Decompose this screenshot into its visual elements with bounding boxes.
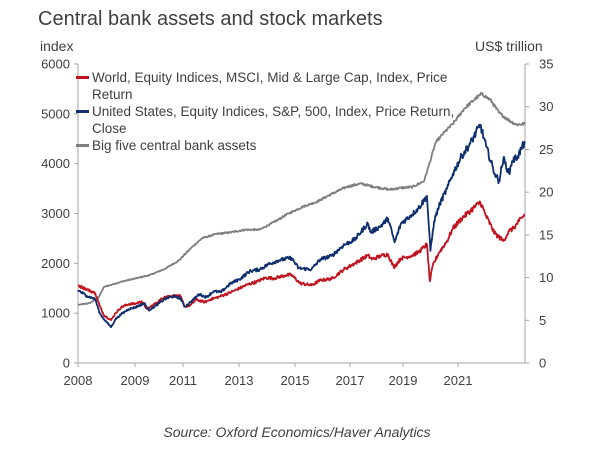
left-tick-label: 5000 [41,106,70,121]
legend: World, Equity Indices, MSCI, Mid & Large… [76,70,454,153]
series-line-1 [77,200,526,322]
right-tick-label: 0 [539,356,546,371]
x-tick-label: 2008 [64,373,93,388]
x-tick-label: 2015 [281,373,310,388]
right-tick-label: 20 [539,185,553,200]
x-tick-label: 2021 [444,373,473,388]
right-tick-label: 35 [539,57,553,72]
right-tick-label: 15 [539,227,553,242]
chart-title: Central bank assets and stock markets [38,8,383,30]
series-layer [77,91,526,329]
right-tick-label: 25 [539,142,553,157]
right-tick-label: 30 [539,99,553,114]
left-tick-label: 4000 [41,156,70,171]
right-tick-label: 10 [539,270,553,285]
left-tick-label: 3000 [41,206,70,221]
x-tick-label: 2013 [225,373,254,388]
left-tick-label: 2000 [41,256,70,271]
legend-label: World, Equity Indices, MSCI, Mid & Large… [92,70,447,85]
legend-label-continued: Return [92,87,133,102]
x-tick-label: 2017 [336,373,365,388]
right-axis-unit: US$ trillion [475,38,543,54]
legend-label: Big five central bank assets [92,138,257,153]
chart-axes: 6000500040003000200010000353025201510502… [41,57,553,389]
legend-label: United States, Equity Indices, S&P, 500,… [92,104,454,119]
left-axis-unit: index [40,38,74,54]
x-tick-label: 2009 [121,373,150,388]
left-tick-label: 6000 [41,57,70,72]
right-tick-label: 5 [539,313,546,328]
series-line-3 [77,91,526,306]
source-note: Source: Oxford Economics/Haver Analytics [163,424,431,440]
x-tick-label: 2011 [169,373,197,388]
x-tick-label: 2019 [389,373,418,388]
legend-label-continued: Close [92,121,127,136]
left-tick-label: 0 [63,356,70,371]
left-tick-label: 1000 [41,306,70,321]
series-line-2 [77,123,526,329]
